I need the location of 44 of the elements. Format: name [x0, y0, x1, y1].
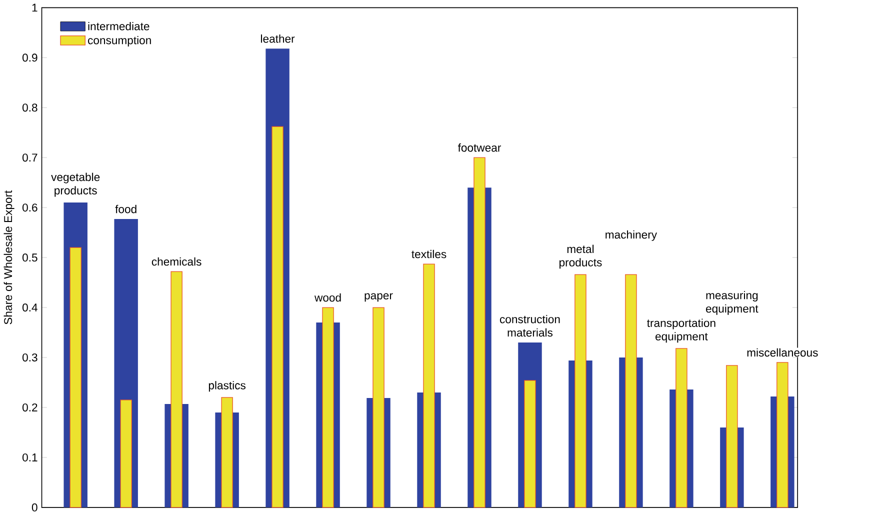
legend-label: intermediate [88, 22, 150, 30]
bar [776, 362, 788, 508]
x-tick-label: textiles [412, 250, 446, 258]
x-tick-label: machinery [606, 230, 658, 241]
bar [625, 274, 637, 508]
y-tick-label: 1 [32, 4, 38, 12]
bar [120, 400, 132, 508]
x-tick-label: metal products [560, 244, 602, 269]
bar [372, 307, 384, 508]
y-tick-label: 0.9 [22, 54, 38, 62]
y-tick-label: 0.5 [22, 253, 38, 262]
x-tick-label: chemicals [152, 257, 202, 266]
x-tick-label: footwear [458, 143, 501, 152]
x-tick-label: transportation equipment [647, 318, 716, 343]
legend-label: consumption [88, 36, 151, 46]
bar [726, 365, 738, 508]
bar [474, 157, 486, 508]
x-tick-label: vegetable products [51, 172, 100, 197]
bar [272, 126, 284, 508]
y-axis-title: Share of Wholesale Export [4, 190, 14, 324]
x-tick-label: miscellaneous [747, 348, 818, 357]
x-tick-label: measuring equipment [706, 290, 758, 315]
y-tick-label: 0.4 [22, 303, 38, 312]
x-tick-label: construction materials [500, 314, 560, 337]
bar [322, 307, 334, 508]
x-tick-label: food [115, 204, 136, 214]
y-tick-label: 0.8 [22, 104, 38, 112]
y-tick-label: 0.7 [22, 153, 38, 162]
bar [170, 271, 182, 508]
bar [221, 397, 233, 508]
y-tick-label: 0.3 [22, 353, 38, 362]
bar [574, 274, 586, 508]
y-tick-label: 0.2 [22, 403, 38, 412]
bar [423, 264, 435, 508]
x-tick-label: plastics [208, 380, 246, 392]
bar [676, 348, 688, 508]
y-tick-label: 0 [32, 503, 38, 512]
x-tick-label: leather [261, 34, 295, 43]
x-tick-label: paper [364, 293, 393, 302]
x-tick-label: wood [314, 293, 341, 302]
bar [524, 380, 536, 508]
y-tick-label: 0.1 [22, 453, 38, 462]
bar [70, 247, 82, 508]
y-tick-label: 0.6 [22, 203, 38, 212]
